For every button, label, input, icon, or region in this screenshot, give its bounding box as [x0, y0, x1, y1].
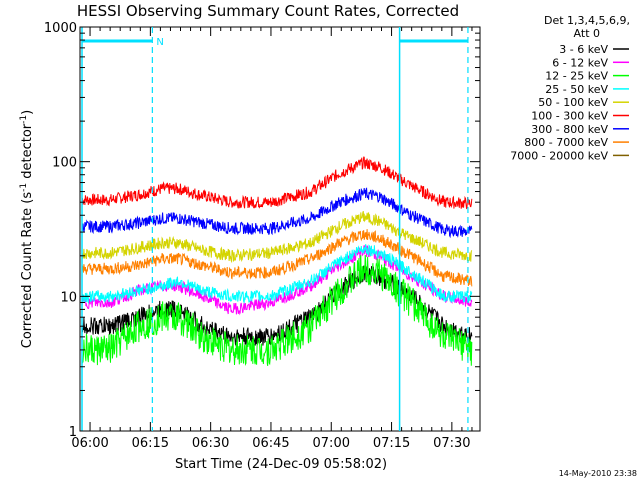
- y-tick-label: 1: [69, 425, 77, 440]
- x-tick-label: 07:30: [433, 436, 470, 451]
- legend-label: 100 - 300 keV: [531, 110, 608, 123]
- legend-label: 300 - 800 keV: [531, 123, 608, 136]
- x-tick-label: 06:15: [132, 436, 169, 451]
- ylabel-end: ): [20, 110, 35, 115]
- y-tick-label: 10: [60, 290, 77, 305]
- marker-bar-label: N: [156, 37, 163, 48]
- ylabel-sup1: -1: [19, 183, 29, 192]
- legend-label: 50 - 100 keV: [538, 96, 608, 109]
- series-line-2: [81, 254, 473, 366]
- x-tick-label: 06:30: [192, 436, 229, 451]
- legend-label: 800 - 7000 keV: [524, 136, 608, 149]
- series-line-5: [81, 156, 473, 210]
- legend-label: 12 - 25 keV: [545, 70, 608, 83]
- series-line-4: [81, 210, 473, 264]
- series-layer: [81, 156, 473, 366]
- x-tick-label: 07:00: [313, 436, 350, 451]
- legend-header-1: Det 1,3,4,5,6,9,: [544, 14, 630, 27]
- ylabel-sup2: -1: [19, 115, 29, 124]
- plot-frame: [79, 26, 481, 432]
- ylabel-main: Corrected Count Rate (s: [20, 192, 35, 349]
- y-tick-label: 100: [52, 156, 77, 171]
- x-tick-label: 06:00: [71, 436, 108, 451]
- series-line-3: [81, 244, 473, 305]
- x-tick-label: 07:15: [373, 436, 410, 451]
- x-axis: 06:00 06:15 06:30 06:45 07:00 07:15 07:30: [71, 27, 473, 451]
- y-tick-label: 1000: [44, 21, 77, 36]
- timestamp: 14-May-2010 23:38: [559, 469, 637, 478]
- legend-label: 3 - 6 keV: [559, 43, 608, 56]
- chart-title: HESSI Observing Summary Count Rates, Cor…: [77, 2, 459, 20]
- series-line-7: [81, 229, 473, 287]
- marker-layer: N: [81, 27, 469, 431]
- ylabel-mid: detector: [20, 123, 35, 183]
- x-tick-label: 06:45: [252, 436, 289, 451]
- x-axis-label: Start Time (24-Dec-09 05:58:02): [175, 457, 387, 472]
- series-line-6: [81, 187, 473, 239]
- legend-label: 6 - 12 keV: [552, 56, 608, 69]
- y-axis-label: Corrected Count Rate (s-1 detector-1): [19, 110, 35, 348]
- y-axis: 1 10 100 1000: [44, 21, 480, 440]
- legend-label: 7000 - 20000 keV: [510, 149, 608, 162]
- legend-header-2: Att 0: [574, 27, 600, 40]
- legend-label: 25 - 50 keV: [545, 83, 608, 96]
